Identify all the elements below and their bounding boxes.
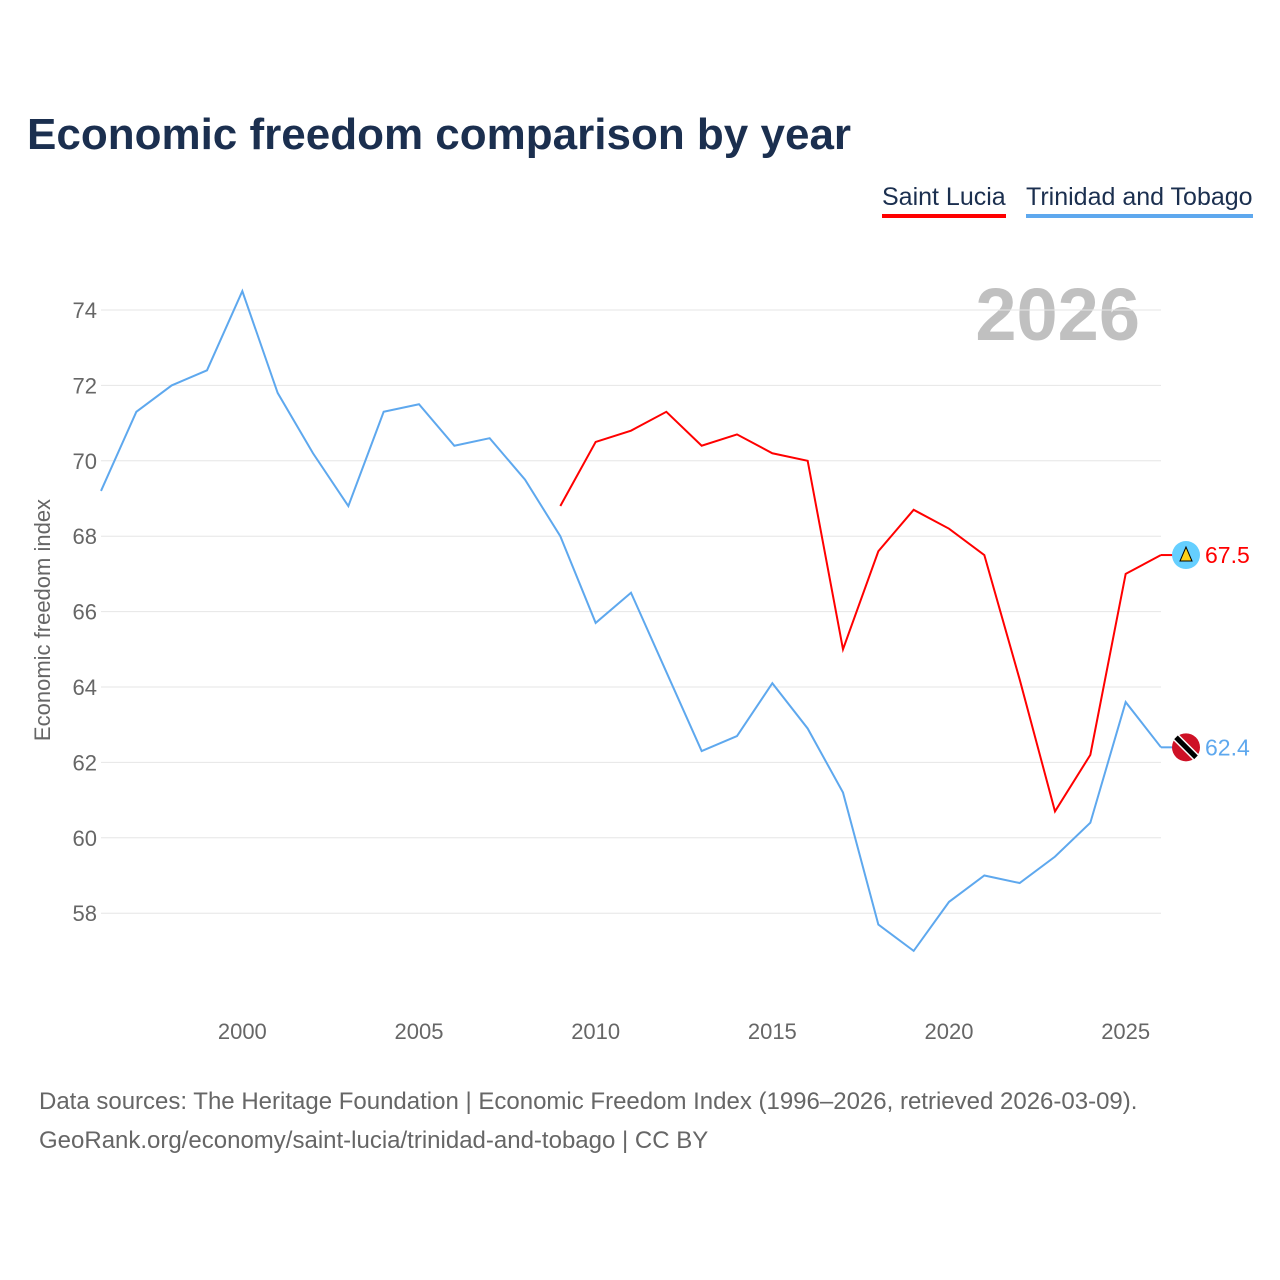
y-tick-label: 72 xyxy=(73,373,97,398)
y-tick-label: 64 xyxy=(73,675,97,700)
y-tick-label: 66 xyxy=(73,600,97,625)
y-tick-label: 58 xyxy=(73,901,97,926)
x-tick-label: 2000 xyxy=(218,1019,267,1044)
x-tick-label: 2025 xyxy=(1101,1019,1150,1044)
footer-sources: Data sources: The Heritage Foundation | … xyxy=(39,1088,1138,1115)
flag-stripe xyxy=(1174,735,1198,760)
y-tick-label: 68 xyxy=(73,524,97,549)
x-tick-label: 2010 xyxy=(571,1019,620,1044)
y-tick-label: 62 xyxy=(73,750,97,775)
legend-saint-lucia[interactable]: Saint Lucia xyxy=(882,183,1006,218)
x-tick-label: 2005 xyxy=(395,1019,444,1044)
end-value-label: 67.5 xyxy=(1205,542,1250,568)
series-line-saint-lucia xyxy=(559,410,1162,814)
end-value-label: 62.4 xyxy=(1205,734,1250,760)
footer-url: GeoRank.org/economy/saint-lucia/trinidad… xyxy=(39,1127,709,1154)
x-tick-label: 2015 xyxy=(748,1019,797,1044)
y-tick-label: 70 xyxy=(73,449,97,474)
series-line-trinidad-and-tobago xyxy=(100,288,1162,953)
chart-title: Economic freedom comparison by year xyxy=(27,110,852,159)
y-tick-label: 74 xyxy=(73,298,97,323)
y-tick-label: 60 xyxy=(73,826,97,851)
flag-triangle xyxy=(1179,545,1193,562)
y-axis-label: Economic freedom index xyxy=(30,499,55,741)
legend-trinidad-and-tobago[interactable]: Trinidad and Tobago xyxy=(1026,183,1253,218)
year-watermark: 2026 xyxy=(975,273,1140,356)
x-tick-label: 2020 xyxy=(925,1019,974,1044)
